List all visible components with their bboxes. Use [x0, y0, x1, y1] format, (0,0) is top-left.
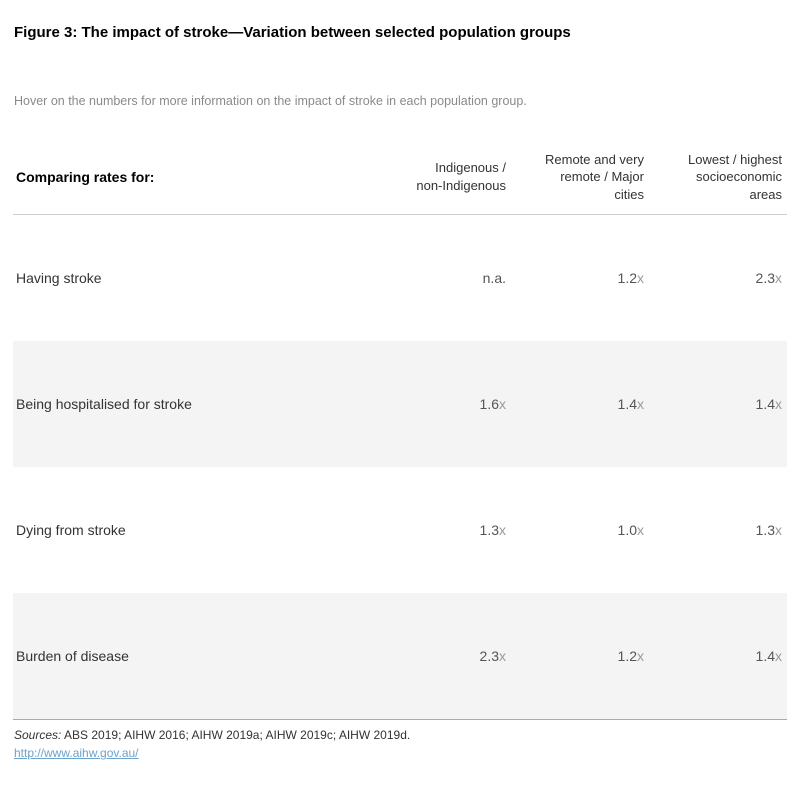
table-row-having-stroke: Having stroke n.a. 1.2x 2.3x — [13, 215, 787, 341]
value-cell[interactable]: 1.2x — [506, 270, 644, 286]
sources-label: Sources: — [14, 728, 62, 742]
value-cell[interactable]: 2.3x — [644, 270, 782, 286]
value-number: 1.4 — [755, 648, 775, 664]
row-header-label: Comparing rates for: — [16, 169, 155, 185]
row-label: Dying from stroke — [16, 522, 126, 538]
value-cell[interactable]: 1.6x — [368, 396, 506, 412]
value-number: 1.6 — [479, 396, 499, 412]
value-suffix: x — [775, 396, 782, 412]
value-number: 1.2 — [617, 648, 637, 664]
value-number: 1.3 — [755, 522, 775, 538]
value-suffix: x — [637, 396, 644, 412]
value-number: 2.3 — [479, 648, 499, 664]
value-cell[interactable]: 1.0x — [506, 522, 644, 538]
value-cell[interactable]: 1.4x — [506, 396, 644, 412]
value-suffix: x — [637, 522, 644, 538]
value-suffix: x — [775, 648, 782, 664]
row-label: Burden of disease — [16, 648, 129, 664]
value-number: n.a. — [482, 270, 506, 286]
value-suffix: x — [775, 522, 782, 538]
value-cell[interactable]: 1.3x — [644, 522, 782, 538]
value-cell[interactable]: 1.4x — [644, 648, 782, 664]
column-header-remoteness: Remote and very remote / Major cities — [545, 151, 644, 202]
value-number: 1.2 — [617, 270, 637, 286]
value-cell[interactable]: 2.3x — [368, 648, 506, 664]
figure-title: Figure 3: The impact of stroke—Variation… — [14, 24, 571, 41]
table-row-burden: Burden of disease 2.3x 1.2x 1.4x — [13, 593, 787, 719]
sources-text: ABS 2019; AIHW 2016; AIHW 2019a; AIHW 20… — [61, 728, 411, 742]
value-cell[interactable]: 1.4x — [644, 396, 782, 412]
table-row-hospitalised: Being hospitalised for stroke 1.6x 1.4x … — [13, 341, 787, 467]
hover-hint-text: Hover on the numbers for more informatio… — [14, 94, 527, 108]
row-label: Being hospitalised for stroke — [16, 396, 192, 412]
value-cell[interactable]: 1.3x — [368, 522, 506, 538]
value-cell[interactable]: n.a. — [368, 270, 506, 286]
value-number: 2.3 — [755, 270, 775, 286]
value-number: 1.0 — [617, 522, 637, 538]
value-suffix: x — [499, 648, 506, 664]
value-number: 1.4 — [755, 396, 775, 412]
aihw-link[interactable]: http://www.aihw.gov.au/ — [14, 746, 139, 761]
value-suffix: x — [775, 270, 782, 286]
value-number: 1.4 — [617, 396, 637, 412]
value-number: 1.3 — [479, 522, 499, 538]
column-header-socioeconomic: Lowest / highest socioeconomic areas — [688, 151, 782, 202]
value-suffix: x — [499, 396, 506, 412]
value-suffix: x — [499, 522, 506, 538]
table-header-row: Comparing rates for: Indigenous / non-In… — [13, 140, 787, 215]
value-suffix: x — [637, 270, 644, 286]
figure-page: Figure 3: The impact of stroke—Variation… — [0, 24, 800, 800]
row-label: Having stroke — [16, 270, 102, 286]
value-cell[interactable]: 1.2x — [506, 648, 644, 664]
sources-line: Sources: ABS 2019; AIHW 2016; AIHW 2019a… — [14, 727, 786, 744]
figure-footer: Sources: ABS 2019; AIHW 2016; AIHW 2019a… — [14, 727, 786, 762]
impact-table: Comparing rates for: Indigenous / non-In… — [13, 140, 787, 720]
value-suffix: x — [637, 648, 644, 664]
table-row-dying: Dying from stroke 1.3x 1.0x 1.3x — [13, 467, 787, 593]
column-header-indigenous: Indigenous / non-Indigenous — [416, 160, 506, 193]
